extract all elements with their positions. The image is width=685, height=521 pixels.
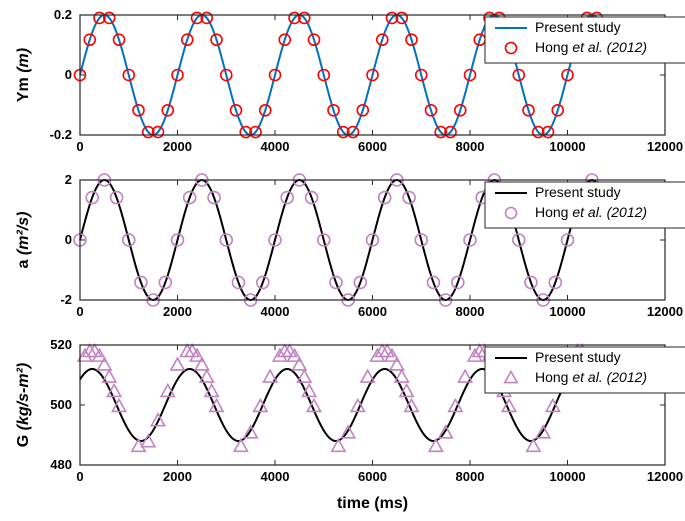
ytick-label: 2 [65, 172, 72, 187]
legend-label: Present study [535, 19, 621, 35]
ytick-label: 0 [65, 67, 72, 82]
legend-label: Hong et al. (2012) [535, 369, 647, 385]
xtick-label: 8000 [456, 139, 485, 154]
legend-label: Hong et al. (2012) [535, 204, 647, 220]
ytick-label: 520 [50, 337, 72, 352]
ytick-label: 0 [65, 232, 72, 247]
xtick-label: 2000 [163, 139, 192, 154]
ytick-label: -0.2 [50, 127, 72, 142]
xtick-label: 2000 [163, 304, 192, 319]
chart-figure: 020004000600080001000012000-0.200.2Ym (m… [0, 0, 685, 521]
panel-p2: 0 2000 4000 6000 8000 10000 12000 -2 0 2 a (m²/s) P… [15, 172, 685, 319]
legend: Present study Hong et al. (2012) [485, 182, 685, 228]
xtick-label: 4000 [261, 139, 290, 154]
xtick-label: 4000 [261, 469, 290, 484]
xtick-label: 6000 [358, 304, 387, 319]
xtick-label: 10000 [549, 469, 585, 484]
xtick-label: 12000 [647, 139, 683, 154]
ylabel: a (m²/s) [15, 212, 32, 269]
ylabel: Ym (m) [15, 48, 32, 102]
xtick-label: 2000 [163, 469, 192, 484]
legend-label: Hong et al. (2012) [535, 39, 647, 55]
panel-p3: 0 2000 4000 6000 8000 10000 12000 480 500 520 G (k… [15, 337, 685, 484]
xlabel: time (ms) [337, 495, 408, 512]
xtick-label: 10000 [549, 304, 585, 319]
xtick-label: 12000 [647, 469, 683, 484]
chart-svg: 020004000600080001000012000-0.200.2Ym (m… [0, 0, 685, 521]
ytick-label: 500 [50, 397, 72, 412]
xtick-label: 0 [76, 139, 83, 154]
xtick-label: 10000 [549, 139, 585, 154]
legend-label: Present study [535, 349, 621, 365]
legend: Present study Hong et al. (2012) [485, 17, 685, 63]
ytick-label: 0.2 [54, 7, 72, 22]
legend-label: Present study [535, 184, 621, 200]
xtick-label: 8000 [456, 469, 485, 484]
xtick-label: 12000 [647, 304, 683, 319]
ytick-label: 480 [50, 457, 72, 472]
xtick-label: 6000 [358, 139, 387, 154]
xtick-label: 0 [76, 304, 83, 319]
panel-p1: 0 2000 4000 6000 8000 10000 12000 -0.2 0 0.2 Ym (m… [15, 7, 685, 154]
ytick-label: -2 [60, 292, 72, 307]
legend: Present study Hong et al. (2012) [485, 347, 685, 393]
xtick-label: 8000 [456, 304, 485, 319]
xtick-label: 0 [76, 469, 83, 484]
xtick-label: 6000 [358, 469, 387, 484]
xtick-label: 4000 [261, 304, 290, 319]
ylabel: G (kg/s-m²) [15, 363, 32, 447]
